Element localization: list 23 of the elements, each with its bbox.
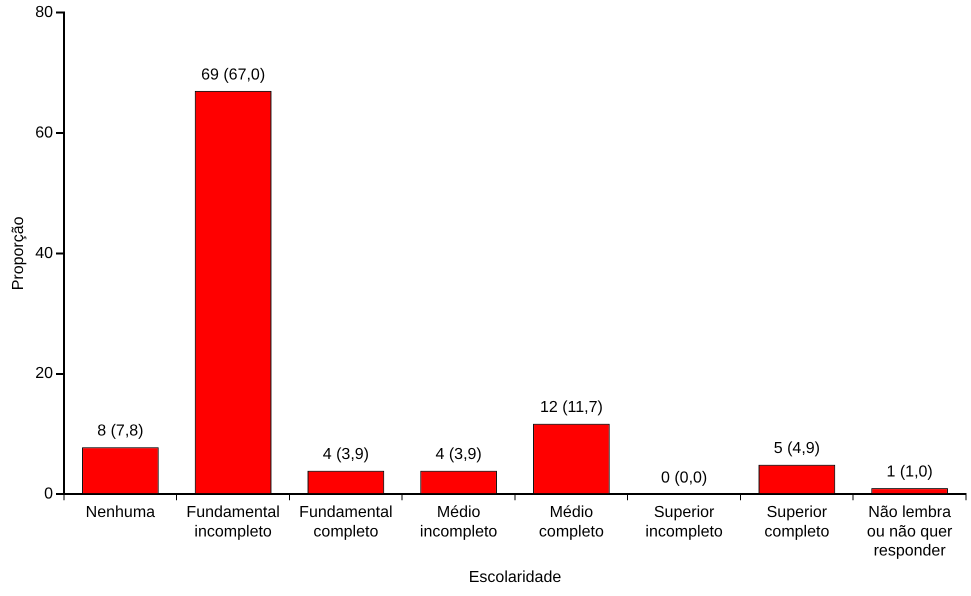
y-axis-title: Proporção <box>10 216 28 290</box>
data-label: 5 (4,9) <box>774 440 820 458</box>
data-label: 12 (11,7) <box>540 399 603 416</box>
x-tick-label: Superior incompleto <box>645 504 723 540</box>
x-tick-label: Nenhuma <box>86 504 156 522</box>
x-tick-label: Fundamental completo <box>299 504 393 540</box>
y-tick-label: 60 <box>35 124 54 142</box>
x-tick-label: Médio completo <box>538 504 604 540</box>
x-tick-label: Não lembra ou não quer responder <box>866 504 953 560</box>
x-tick-label: Fundamental incompleto <box>186 504 280 540</box>
data-label: 8 (7,8) <box>97 422 144 440</box>
data-label: 69 (67,0) <box>201 66 266 84</box>
y-tick-label: 0 <box>44 486 54 503</box>
y-tick-label: 20 <box>35 365 54 382</box>
x-tick-label: Médio incompleto <box>420 504 498 540</box>
data-label: 1 (1,0) <box>886 464 933 481</box>
data-label: 4 (3,9) <box>436 446 482 464</box>
x-axis-title: Escolaridade <box>468 568 562 586</box>
y-tick-label: 80 <box>35 4 54 22</box>
data-label: 4 (3,9) <box>322 446 369 464</box>
data-label: 0 (0,0) <box>661 470 708 487</box>
x-tick-label: Superior completo <box>764 504 830 540</box>
y-tick-label: 40 <box>35 244 54 262</box>
